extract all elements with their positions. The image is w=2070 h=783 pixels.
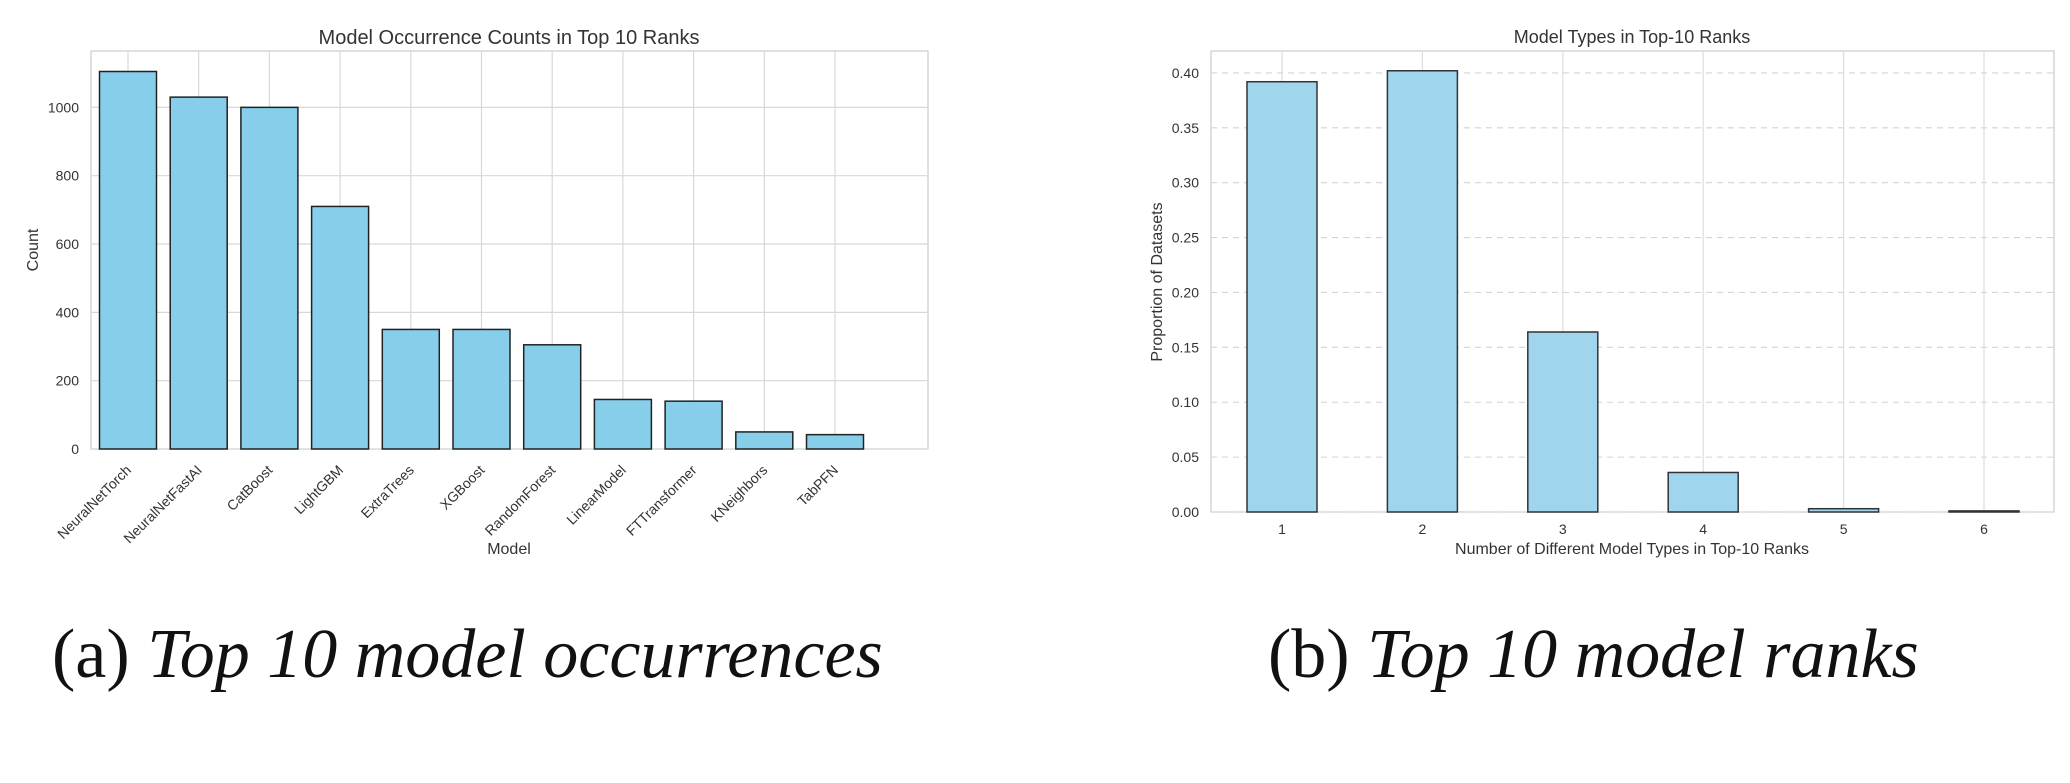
chart-a-bar (240, 106, 299, 450)
chart-a: 0 200 400 600 800 1000 NeuralNetTorchNeuralNe… (25, 27, 929, 558)
chart-b-x-tick-label: 3 (1559, 521, 1567, 537)
chart-a-x-tick-label: LightGBM (291, 462, 346, 517)
caption-b: (b) Top 10 model ranks (1268, 615, 1919, 695)
chart-a-bar (310, 205, 370, 450)
chart-a-x-tick-label: ExtraTrees (358, 462, 417, 521)
chart-a-bar (98, 70, 158, 450)
chart-a-x-tick-label: XGBoost (437, 462, 488, 513)
chart-a-y-tick-label: 0 (71, 441, 79, 457)
chart-b-ylabel: Proportion of Datasets (1149, 202, 1166, 361)
chart-a-x-tick-label: NeuralNetTorch (54, 462, 134, 542)
chart-a-y-ticks: 0 200 400 600 800 1000 (48, 99, 79, 457)
caption-a-text: Top 10 model occurrences (147, 616, 883, 693)
chart-b-y-tick-label: 0.40 (1172, 65, 1199, 81)
chart-a-ylabel: Count (25, 228, 42, 271)
chart-b-x-tick-label: 5 (1840, 521, 1848, 537)
chart-b-title: Model Types in Top-10 Ranks (1514, 27, 1750, 47)
chart-a-x-tick-label: TabPFN (794, 462, 841, 509)
chart-a-x-tick-label: FTTransformer (623, 462, 700, 539)
caption-a-prefix: (a) (52, 616, 148, 693)
chart-b-y-tick-label: 0.30 (1172, 175, 1199, 191)
chart-b-bar (1246, 80, 1318, 513)
chart-b-plot-area (1210, 50, 2055, 513)
chart-a-bars (98, 70, 865, 450)
chart-a-bar (452, 328, 511, 450)
chart-a-y-tick-label: 400 (56, 304, 80, 320)
chart-b-x-tick-label: 2 (1419, 521, 1427, 537)
chart-a-bar (381, 328, 441, 450)
chart-b-x-tick-label: 1 (1278, 521, 1286, 537)
chart-a-bar (805, 433, 865, 450)
chart-a-y-tick-label: 600 (56, 236, 80, 252)
chart-a-bar (735, 431, 794, 450)
chart-b-y-tick-label: 0.00 (1172, 504, 1199, 520)
chart-b-bar (1527, 331, 1599, 513)
chart-a-bar (522, 344, 582, 450)
chart-a-x-tick-label: RandomForest (482, 462, 559, 539)
chart-a-title: Model Occurrence Counts in Top 10 Ranks (319, 27, 700, 49)
chart-b-x-ticks: 1 2 3 4 5 6 (1278, 521, 1988, 537)
chart-a-y-tick-label: 1000 (48, 99, 79, 115)
chart-b-y-tick-label: 0.20 (1172, 284, 1199, 300)
chart-a-x-tick-label: CatBoost (223, 462, 275, 514)
chart-a-y-tick-label: 800 (56, 168, 80, 184)
chart-b-bar (1807, 507, 1880, 513)
chart-b: 0.00 0.05 0.10 0.15 0.20 0.25 0.30 0.35 0.40 1 2 3… (1149, 27, 2055, 558)
chart-b-bar (1948, 510, 2020, 513)
chart-b-y-ticks: 0.00 0.05 0.10 0.15 0.20 0.25 0.30 0.35 0.40 (1172, 65, 1199, 520)
chart-b-x-tick-label: 6 (1980, 521, 1988, 537)
chart-a-bar (169, 96, 228, 450)
chart-a-xlabel: Model (487, 541, 531, 558)
chart-b-x-tick-label: 4 (1699, 521, 1707, 537)
chart-b-bars (1246, 70, 2020, 513)
caption-b-text: Top 10 model ranks (1367, 616, 1919, 693)
chart-b-y-tick-label: 0.10 (1172, 394, 1199, 410)
chart-b-bar (1386, 70, 1459, 513)
chart-a-x-tick-label: NeuralNetFastAI (120, 462, 204, 546)
chart-b-bar (1667, 471, 1739, 513)
caption-a: (a) Top 10 model occurrences (52, 615, 883, 695)
chart-b-xlabel: Number of Different Model Types in Top-1… (1455, 541, 1809, 558)
chart-b-y-tick-label: 0.35 (1172, 120, 1199, 136)
chart-b-y-tick-label: 0.25 (1172, 230, 1199, 246)
chart-b-y-tick-label: 0.15 (1172, 339, 1199, 355)
chart-a-bar (593, 398, 653, 450)
caption-b-prefix: (b) (1268, 616, 1368, 693)
chart-a-x-tick-label: KNeighbors (707, 462, 770, 525)
chart-a-y-tick-label: 200 (56, 373, 80, 389)
chart-b-y-tick-label: 0.05 (1172, 449, 1199, 465)
chart-a-bar (664, 400, 723, 450)
chart-a-x-tick-label: LinearModel (563, 462, 629, 528)
